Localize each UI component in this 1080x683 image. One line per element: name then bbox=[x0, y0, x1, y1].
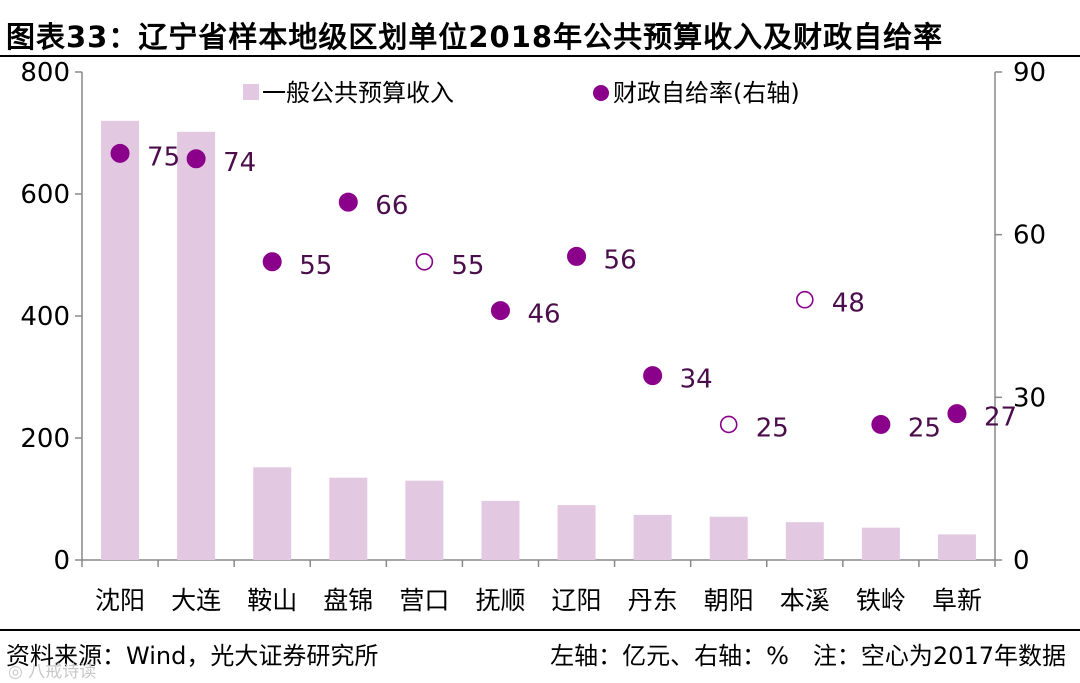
bar bbox=[709, 516, 748, 560]
left-tick-label: 800 bbox=[20, 58, 70, 88]
rate-point bbox=[490, 301, 510, 321]
rate-point bbox=[186, 149, 206, 169]
category-label: 沈阳 bbox=[95, 586, 145, 615]
rate-data-label: 27 bbox=[984, 403, 1017, 433]
rate-data-label: 75 bbox=[147, 142, 180, 172]
rate-point bbox=[947, 404, 967, 424]
right-tick-label: 60 bbox=[1013, 221, 1046, 251]
rate-series: 75 74 55 66 55 46 56 34 25 48 25 27 bbox=[110, 142, 1017, 443]
category-label: 朝阳 bbox=[704, 586, 754, 615]
right-tick-label: 0 bbox=[1013, 546, 1030, 576]
title-divider bbox=[0, 55, 1080, 57]
legend-point-label: 财政自给率(右轴) bbox=[613, 79, 800, 107]
rate-point-hollow bbox=[415, 252, 434, 271]
category-label: 盘锦 bbox=[323, 586, 373, 615]
rate-data-label: 74 bbox=[223, 148, 256, 178]
rate-point-hollow bbox=[795, 290, 814, 309]
category-label: 铁岭 bbox=[856, 586, 906, 615]
bar bbox=[101, 120, 140, 561]
rate-data-label: 46 bbox=[527, 300, 560, 330]
rate-point bbox=[567, 246, 587, 266]
footer-divider bbox=[0, 629, 1080, 631]
rate-point-hollow bbox=[719, 415, 738, 434]
left-tick-label: 400 bbox=[20, 302, 70, 332]
chart-axes: 0 200 400 600 800 0 30 60 90 沈阳 大连 鞍山 盘锦 营口 抚顺 辽阳 丹东 朝阳 本溪… bbox=[20, 58, 1046, 615]
rate-point bbox=[338, 192, 358, 212]
bar bbox=[785, 522, 824, 560]
rate-data-label: 25 bbox=[756, 413, 789, 443]
legend-bar-swatch bbox=[243, 84, 259, 100]
right-tick-label: 90 bbox=[1013, 58, 1046, 88]
rate-data-label: 48 bbox=[832, 289, 865, 319]
category-label: 丹东 bbox=[628, 586, 678, 615]
legend: 一般公共预算收入 财政自给率(右轴) bbox=[243, 79, 800, 107]
chart: 0 200 400 600 800 0 30 60 90 沈阳 大连 鞍山 盘锦 营口 抚顺 辽阳 丹东 朝阳 本溪… bbox=[20, 58, 1046, 615]
category-label: 辽阳 bbox=[552, 586, 602, 615]
bar bbox=[253, 467, 292, 560]
category-label: 抚顺 bbox=[475, 586, 525, 615]
left-tick-label: 0 bbox=[53, 546, 70, 576]
bar bbox=[557, 505, 596, 560]
rate-data-label: 56 bbox=[604, 245, 637, 275]
bar bbox=[177, 131, 216, 560]
left-tick-label: 200 bbox=[20, 424, 70, 454]
source-note: 资料来源：Wind，光大证券研究所 bbox=[6, 642, 379, 670]
bar bbox=[481, 500, 520, 560]
rate-point bbox=[643, 366, 663, 386]
bar bbox=[633, 514, 672, 560]
rate-point bbox=[262, 252, 282, 272]
bar bbox=[861, 527, 900, 560]
right-tick-label: 30 bbox=[1013, 383, 1046, 413]
watermark: ◎ 八戒诗读 bbox=[8, 662, 97, 682]
category-label: 本溪 bbox=[780, 586, 830, 615]
legend-point-swatch bbox=[593, 85, 609, 101]
rate-data-label: 25 bbox=[908, 413, 941, 443]
axis-note: 左轴：亿元、右轴：% 注：空心为2017年数据 bbox=[550, 642, 1066, 670]
rate-data-label: 34 bbox=[680, 365, 713, 395]
bar bbox=[329, 477, 368, 560]
chart-title: 图表33：辽宁省样本地级区划单位2018年公共预算收入及财政自给率 bbox=[6, 20, 944, 54]
rate-point bbox=[871, 414, 891, 434]
rate-data-label: 55 bbox=[299, 251, 332, 281]
rate-data-label: 66 bbox=[375, 191, 408, 221]
bar bbox=[937, 534, 976, 560]
bar bbox=[405, 480, 444, 560]
category-label: 大连 bbox=[171, 586, 221, 615]
left-tick-label: 600 bbox=[20, 180, 70, 210]
rate-point bbox=[110, 143, 130, 163]
legend-bar-label: 一般公共预算收入 bbox=[262, 79, 454, 107]
category-label: 营口 bbox=[399, 586, 449, 615]
rate-data-label: 55 bbox=[451, 251, 484, 281]
bar-series bbox=[101, 120, 976, 561]
category-label: 阜新 bbox=[932, 586, 982, 615]
category-label: 鞍山 bbox=[247, 586, 297, 615]
